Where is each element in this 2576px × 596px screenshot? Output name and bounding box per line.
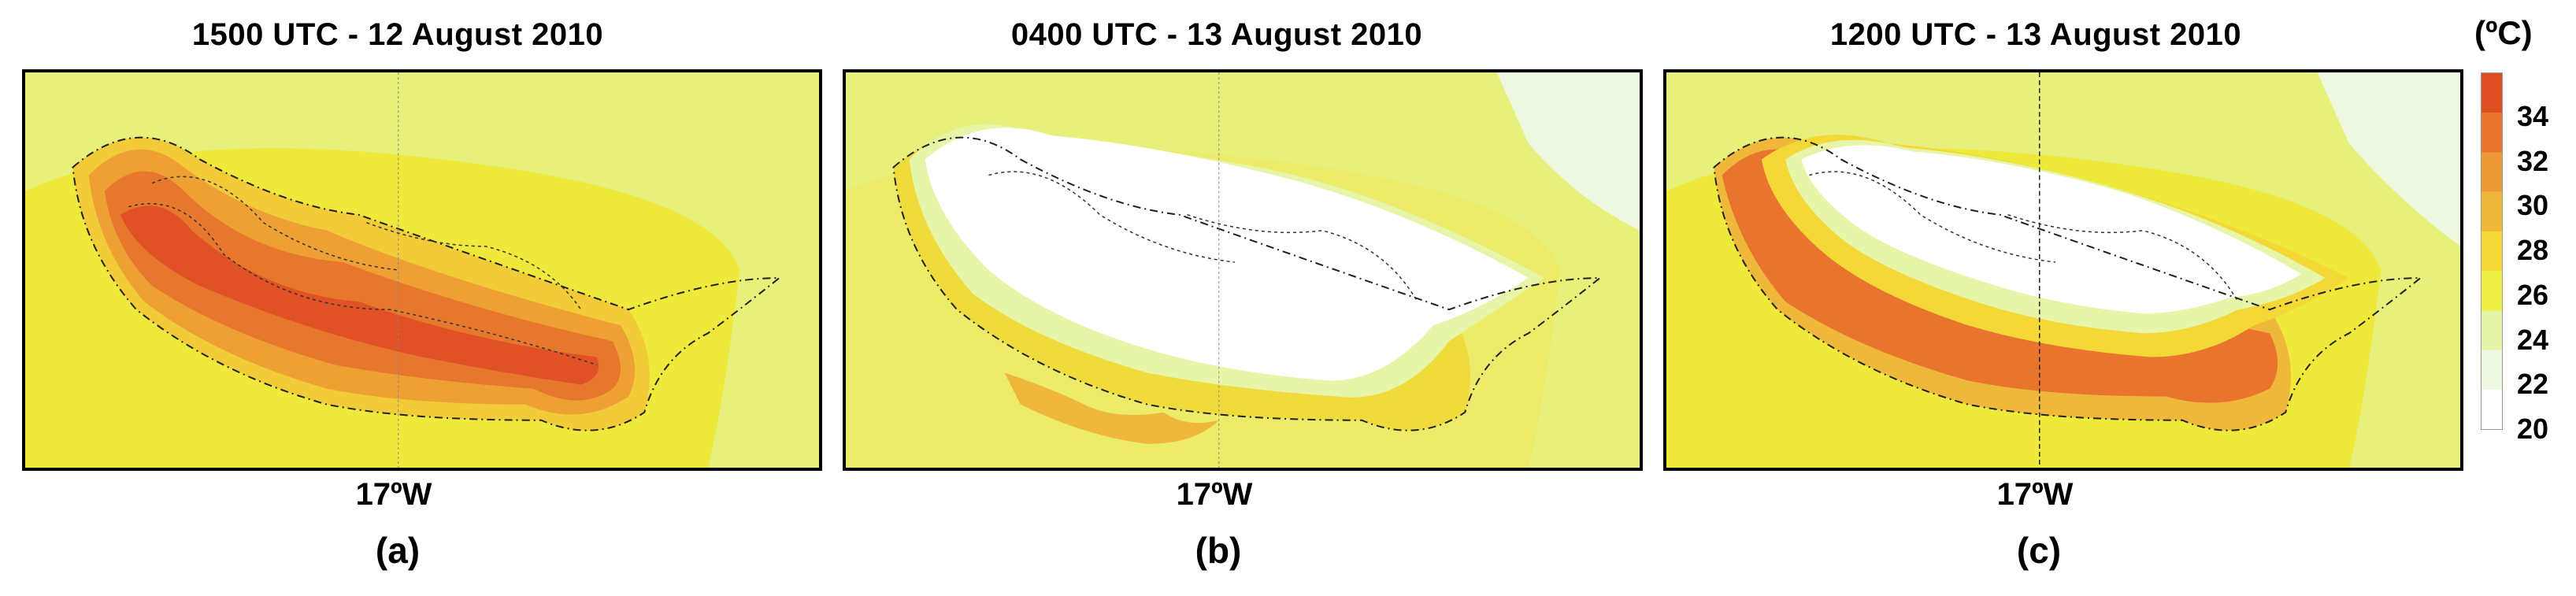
panel-title-c: 1200 UTC - 13 August 2010 (1829, 17, 2242, 52)
colorbar-tick-label: 26 (2517, 278, 2549, 311)
colorbar-tick-label: 30 (2517, 189, 2549, 222)
longitude-label-a: 17ºW (355, 477, 432, 512)
colorbar-tick-label: 20 (2517, 413, 2549, 445)
longitude-label-c: 17ºW (1996, 477, 2074, 512)
temperature-map-c (1666, 72, 2460, 468)
temperature-map-a (25, 72, 819, 468)
colorbar-tick-label: 28 (2517, 234, 2549, 266)
colorbar-tick-label: 34 (2517, 99, 2549, 132)
longitude-label-b: 17ºW (1176, 477, 1253, 512)
panel-title-b: 0400 UTC - 13 August 2010 (1010, 17, 1423, 52)
colorbar-tick-label: 22 (2517, 368, 2549, 401)
map-panel-a (22, 69, 822, 471)
colorbar-tick-label: 24 (2517, 323, 2549, 356)
panel-letter-b: (b) (1195, 530, 1242, 571)
panel-letter-a: (a) (375, 530, 421, 571)
colorbar-tick-label: 32 (2517, 144, 2549, 177)
temperature-map-b (846, 72, 1640, 468)
colorbar-unit-label: (ºC) (2474, 14, 2533, 51)
panel-title-a: 1500 UTC - 12 August 2010 (191, 17, 604, 52)
map-panel-c (1663, 69, 2463, 471)
map-panel-b (843, 69, 1643, 471)
colorbar (2481, 72, 2503, 430)
panel-letter-c: (c) (2016, 530, 2062, 571)
